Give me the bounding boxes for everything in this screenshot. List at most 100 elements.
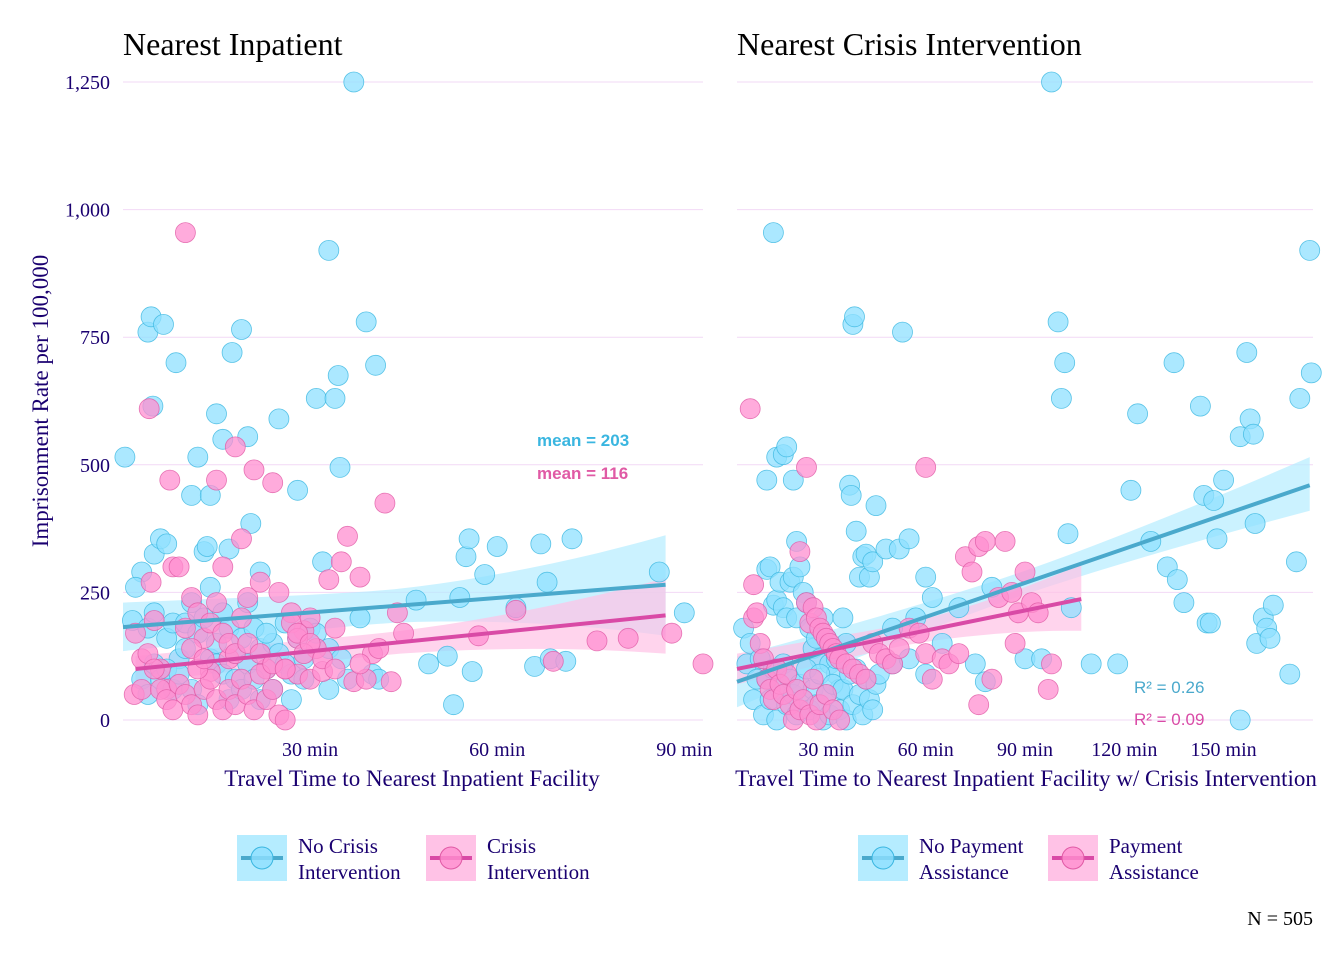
data-point bbox=[505, 599, 527, 621]
data-point bbox=[140, 571, 162, 593]
panel-nearest-inpatient: Nearest Inpatient 0 250 500 750 1,000 1,250 3… bbox=[28, 26, 714, 791]
legend-label-payment-1: Payment bbox=[1109, 834, 1183, 858]
legend-label-no-payment-1: No Payment bbox=[919, 834, 1024, 858]
y-tick-label: 1,000 bbox=[65, 200, 110, 222]
data-point bbox=[343, 71, 365, 93]
data-point bbox=[240, 513, 262, 534]
data-point bbox=[143, 610, 165, 631]
legend-left: No Crisis Intervention Crisis Interventi… bbox=[237, 834, 590, 884]
data-point bbox=[743, 574, 764, 596]
data-point bbox=[964, 653, 986, 675]
data-point bbox=[355, 311, 377, 333]
data-point bbox=[231, 319, 252, 340]
data-point bbox=[405, 589, 427, 611]
data-point bbox=[1262, 594, 1284, 616]
legend-label-no-crisis-2: Intervention bbox=[298, 860, 401, 884]
data-point bbox=[739, 398, 761, 420]
data-point bbox=[1057, 523, 1079, 545]
data-point bbox=[862, 551, 884, 573]
legend-label-crisis-2: Intervention bbox=[487, 860, 590, 884]
data-point bbox=[374, 492, 396, 514]
data-point bbox=[782, 469, 804, 491]
data-point bbox=[443, 694, 464, 716]
data-point bbox=[131, 679, 153, 700]
data-point bbox=[181, 484, 203, 506]
data-point bbox=[243, 459, 265, 481]
y-tick-label: 1,250 bbox=[65, 72, 110, 94]
data-point bbox=[196, 536, 218, 557]
data-point bbox=[1163, 352, 1185, 374]
y-axis-title: Imprisonment Rate per 100,000 bbox=[28, 255, 53, 548]
y-tick-label: 500 bbox=[80, 455, 110, 477]
data-point bbox=[299, 633, 321, 654]
data-point bbox=[542, 650, 564, 672]
x-tick-label: 120 min bbox=[1091, 739, 1157, 761]
data-point bbox=[840, 484, 862, 506]
data-point bbox=[324, 617, 346, 639]
data-point bbox=[1200, 612, 1221, 634]
data-point bbox=[1173, 592, 1195, 613]
x-axis-title-right: Travel Time to Nearest Inpatient Facilit… bbox=[735, 766, 1317, 791]
data-point bbox=[888, 638, 910, 659]
data-point bbox=[1299, 239, 1321, 261]
data-point bbox=[187, 704, 209, 726]
data-point bbox=[1041, 71, 1062, 93]
y-tick-label: 250 bbox=[80, 582, 110, 604]
data-point bbox=[617, 627, 639, 649]
data-point bbox=[268, 582, 290, 603]
panel-title-right: Nearest Crisis Intervention bbox=[737, 26, 1082, 62]
data-point bbox=[1243, 423, 1264, 445]
legend-key-payment bbox=[1048, 835, 1098, 881]
data-point bbox=[862, 699, 884, 721]
data-point bbox=[1127, 403, 1148, 425]
data-point bbox=[756, 469, 778, 491]
data-point bbox=[349, 566, 371, 588]
y-tick-label: 0 bbox=[100, 710, 110, 732]
data-point bbox=[981, 668, 1003, 690]
data-point bbox=[661, 622, 683, 644]
data-point bbox=[1286, 551, 1307, 573]
data-point bbox=[1037, 679, 1059, 700]
x-tick-label: 30 min bbox=[798, 739, 854, 761]
y-tick-label: 750 bbox=[80, 327, 110, 349]
data-point bbox=[855, 668, 877, 690]
legend-label-crisis-1: Crisis bbox=[487, 834, 536, 858]
fit-lines-right bbox=[736, 483, 1311, 684]
data-point bbox=[255, 622, 277, 644]
x-tick-label: 30 min bbox=[282, 739, 338, 761]
data-point bbox=[153, 313, 174, 335]
data-point bbox=[324, 658, 346, 680]
data-point bbox=[318, 569, 340, 590]
panel-title-left: Nearest Inpatient bbox=[123, 26, 343, 62]
data-point bbox=[1244, 513, 1266, 534]
data-point bbox=[759, 556, 781, 578]
data-point bbox=[156, 533, 178, 555]
data-point bbox=[1047, 311, 1069, 333]
data-point bbox=[368, 638, 390, 659]
data-point bbox=[530, 533, 552, 555]
data-point bbox=[692, 653, 714, 675]
x-tick-label: 90 min bbox=[997, 739, 1053, 761]
data-point bbox=[274, 709, 296, 731]
data-point bbox=[486, 536, 508, 557]
data-point bbox=[961, 561, 983, 583]
x-tick-label: 90 min bbox=[656, 739, 712, 761]
data-point bbox=[1259, 627, 1281, 649]
data-point bbox=[1206, 528, 1228, 550]
legend-label-no-payment-2: Assistance bbox=[919, 860, 1009, 884]
data-point bbox=[829, 709, 850, 731]
legend-key-crisis bbox=[426, 835, 476, 881]
x-tick-labels-left: 30 min 60 min 90 min bbox=[282, 739, 712, 761]
data-point bbox=[324, 387, 346, 409]
grid-right bbox=[737, 81, 1313, 721]
data-point bbox=[832, 607, 854, 629]
data-point bbox=[1300, 362, 1322, 384]
data-point bbox=[898, 528, 920, 550]
data-point bbox=[305, 387, 327, 409]
panel-nearest-crisis-intervention: Nearest Crisis Intervention 30 min 60 min… bbox=[733, 26, 1322, 791]
data-point bbox=[455, 546, 477, 568]
data-point bbox=[365, 354, 387, 376]
data-point bbox=[789, 541, 811, 562]
data-point bbox=[1080, 653, 1102, 675]
